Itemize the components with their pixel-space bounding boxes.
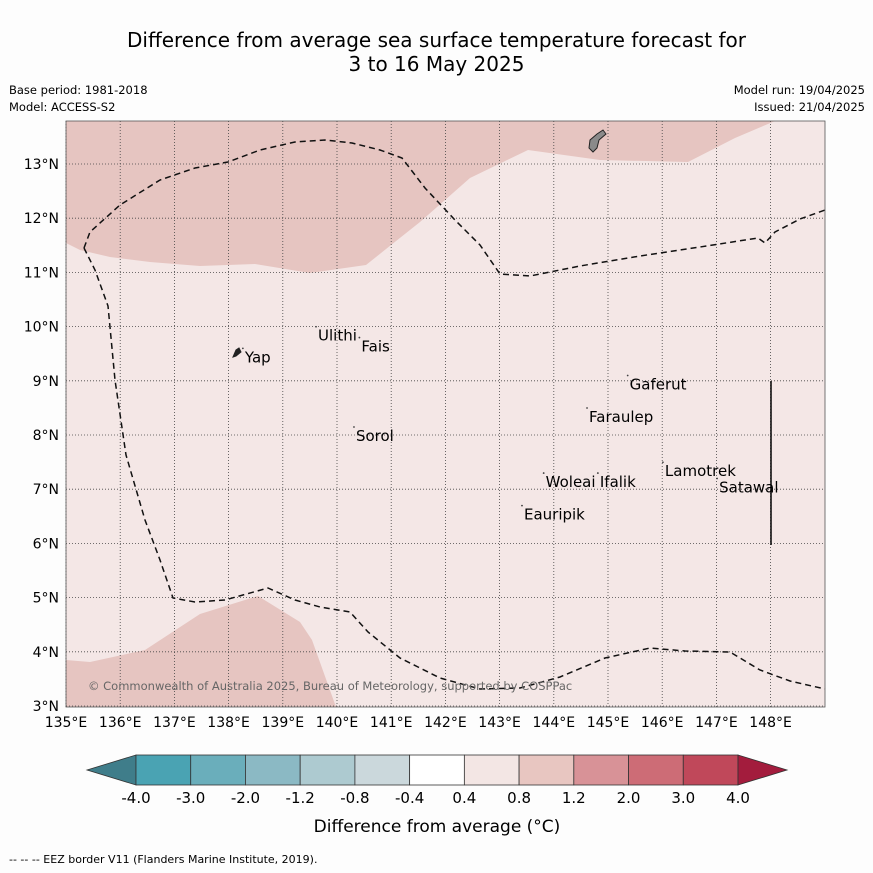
longitude-tick-label: 143°E xyxy=(478,715,521,731)
longitude-tick-label: 145°E xyxy=(587,715,630,731)
longitude-tick-label: 137°E xyxy=(153,715,196,731)
model-name: Model: ACCESS-S2 xyxy=(9,100,116,114)
place-label: Fais xyxy=(361,338,390,356)
place-label: Ulithi xyxy=(318,327,357,345)
colorbar-bin xyxy=(463,754,520,786)
atoll-dot xyxy=(586,407,588,409)
atoll-dot xyxy=(521,504,523,507)
colorbar-label: Difference from average (°C) xyxy=(314,817,561,837)
colorbar-extend-low xyxy=(85,754,137,786)
atoll-dot xyxy=(542,472,545,474)
longitude-tick-label: 142°E xyxy=(424,715,467,731)
longitude-tick-label: 140°E xyxy=(316,715,359,731)
colorbar-tick-label: 3.0 xyxy=(671,789,695,807)
latitude-tick-label: 5°N xyxy=(33,591,59,607)
place-label: Satawal xyxy=(719,478,778,496)
colorbar-tick-label: 0.4 xyxy=(452,789,476,807)
longitude-tick-label: 138°E xyxy=(207,715,250,731)
atoll-dot xyxy=(626,374,629,377)
colorbar-tick-label: -1.2 xyxy=(286,789,315,807)
meta-right: Model run: 19/04/2025 Issued: 21/04/2025 xyxy=(734,82,865,116)
longitude-tick-label: 136°E xyxy=(99,715,142,731)
colorbar-tick-label: 4.0 xyxy=(726,789,750,807)
longitude-tick-label: 146°E xyxy=(641,715,684,731)
issued-date: Issued: 21/04/2025 xyxy=(754,100,865,114)
colorbar-bin xyxy=(245,754,301,786)
atoll-dot xyxy=(353,426,355,428)
latitude-tick-label: 9°N xyxy=(33,374,59,390)
colorbar-bin xyxy=(135,754,192,786)
atoll-dot xyxy=(596,472,599,474)
colorbar-bin xyxy=(354,754,411,786)
map-title: Difference from average sea surface temp… xyxy=(0,28,873,76)
place-label: Ifalik xyxy=(600,473,636,491)
base-period: Base period: 1981-2018 xyxy=(9,83,148,97)
colorbar-bin xyxy=(518,754,575,786)
colorbar-tick-label: 0.8 xyxy=(507,789,531,807)
colorbar-bin xyxy=(299,754,356,786)
longitude-tick-label: 144°E xyxy=(533,715,576,731)
latitude-tick-label: 11°N xyxy=(24,265,59,281)
eez-footnote: -- -- -- EEZ border V11 (Flanders Marine… xyxy=(9,853,318,866)
colorbar-tick-label: 2.0 xyxy=(617,789,641,807)
colorbar-tick-label: -0.8 xyxy=(340,789,369,807)
colorbar-tick-label: -0.4 xyxy=(395,789,424,807)
longitude-tick-label: 141°E xyxy=(370,715,413,731)
longitude-tick-label: 135°E xyxy=(45,715,88,731)
atoll-markers xyxy=(241,325,719,507)
island-guam xyxy=(588,129,607,153)
place-label: Sorol xyxy=(356,427,394,445)
colorbar-bin xyxy=(190,754,246,786)
place-label: Lamotrek xyxy=(665,462,736,480)
place-label: Faraulep xyxy=(589,408,653,426)
model-run: Model run: 19/04/2025 xyxy=(733,83,865,97)
colorbar: -4.0 -3.0 -2.0 -1.2 -0.8 -0.4 0.4 0.8 1.2 2.0 3.0 4… xyxy=(85,754,789,807)
eez-border-west xyxy=(83,247,826,690)
latitude-tick-label: 12°N xyxy=(24,211,59,227)
place-label: Yap xyxy=(244,348,271,366)
atoll-dot xyxy=(315,325,317,328)
title-line-2: 3 to 16 May 2025 xyxy=(348,52,525,76)
place-label: Eauripik xyxy=(524,506,585,524)
colorbar-bin xyxy=(409,754,465,786)
atoll-dot xyxy=(716,477,719,480)
gridlines xyxy=(65,121,825,707)
eez-border-north xyxy=(83,139,826,277)
atoll-dot xyxy=(241,347,244,350)
latitude-tick-label: 8°N xyxy=(33,428,59,444)
longitude-tick-label: 148°E xyxy=(749,715,792,731)
title-line-1: Difference from average sea surface temp… xyxy=(126,28,746,52)
colorbar-tick-label: 1.2 xyxy=(562,789,586,807)
colorbar-tick-label: -3.0 xyxy=(176,789,205,807)
colorbar-tick-label: -2.0 xyxy=(231,789,260,807)
island-yap xyxy=(232,347,242,358)
longitude-tick-label: 139°E xyxy=(262,715,305,731)
meta-left: Base period: 1981-2018 Model: ACCESS-S2 xyxy=(9,82,148,116)
longitude-tick-label: 147°E xyxy=(695,715,738,731)
colorbar-bin xyxy=(682,754,739,786)
latitude-tick-label: 13°N xyxy=(24,157,59,173)
colorbar-bin xyxy=(628,754,684,786)
latitude-tick-label: 3°N xyxy=(33,699,59,715)
latitude-tick-labels: 3°N 4°N 5°N 6°N 7°N 8°N 9°N 10°N 11°N 12°N 13°N xyxy=(24,157,59,715)
place-label: Gaferut xyxy=(630,376,687,394)
atoll-dot xyxy=(358,336,361,339)
map-frame xyxy=(65,120,826,708)
latitude-tick-label: 7°N xyxy=(33,482,59,498)
anomaly-region-north xyxy=(66,121,775,273)
latitude-tick-label: 4°N xyxy=(33,645,59,661)
latitude-tick-label: 10°N xyxy=(24,320,59,336)
colorbar-extend-high xyxy=(737,754,789,786)
place-label: Woleai xyxy=(546,473,596,491)
copyright-notice: © Commonwealth of Australia 2025, Bureau… xyxy=(88,679,572,693)
atoll-dot xyxy=(662,461,664,464)
colorbar-bin xyxy=(573,754,629,786)
latitude-tick-label: 6°N xyxy=(33,536,59,552)
colorbar-tick-label: -4.0 xyxy=(121,789,150,807)
longitude-tick-labels: 135°E 136°E 137°E 138°E 139°E 140°E 141°E 142°E… xyxy=(45,715,792,731)
